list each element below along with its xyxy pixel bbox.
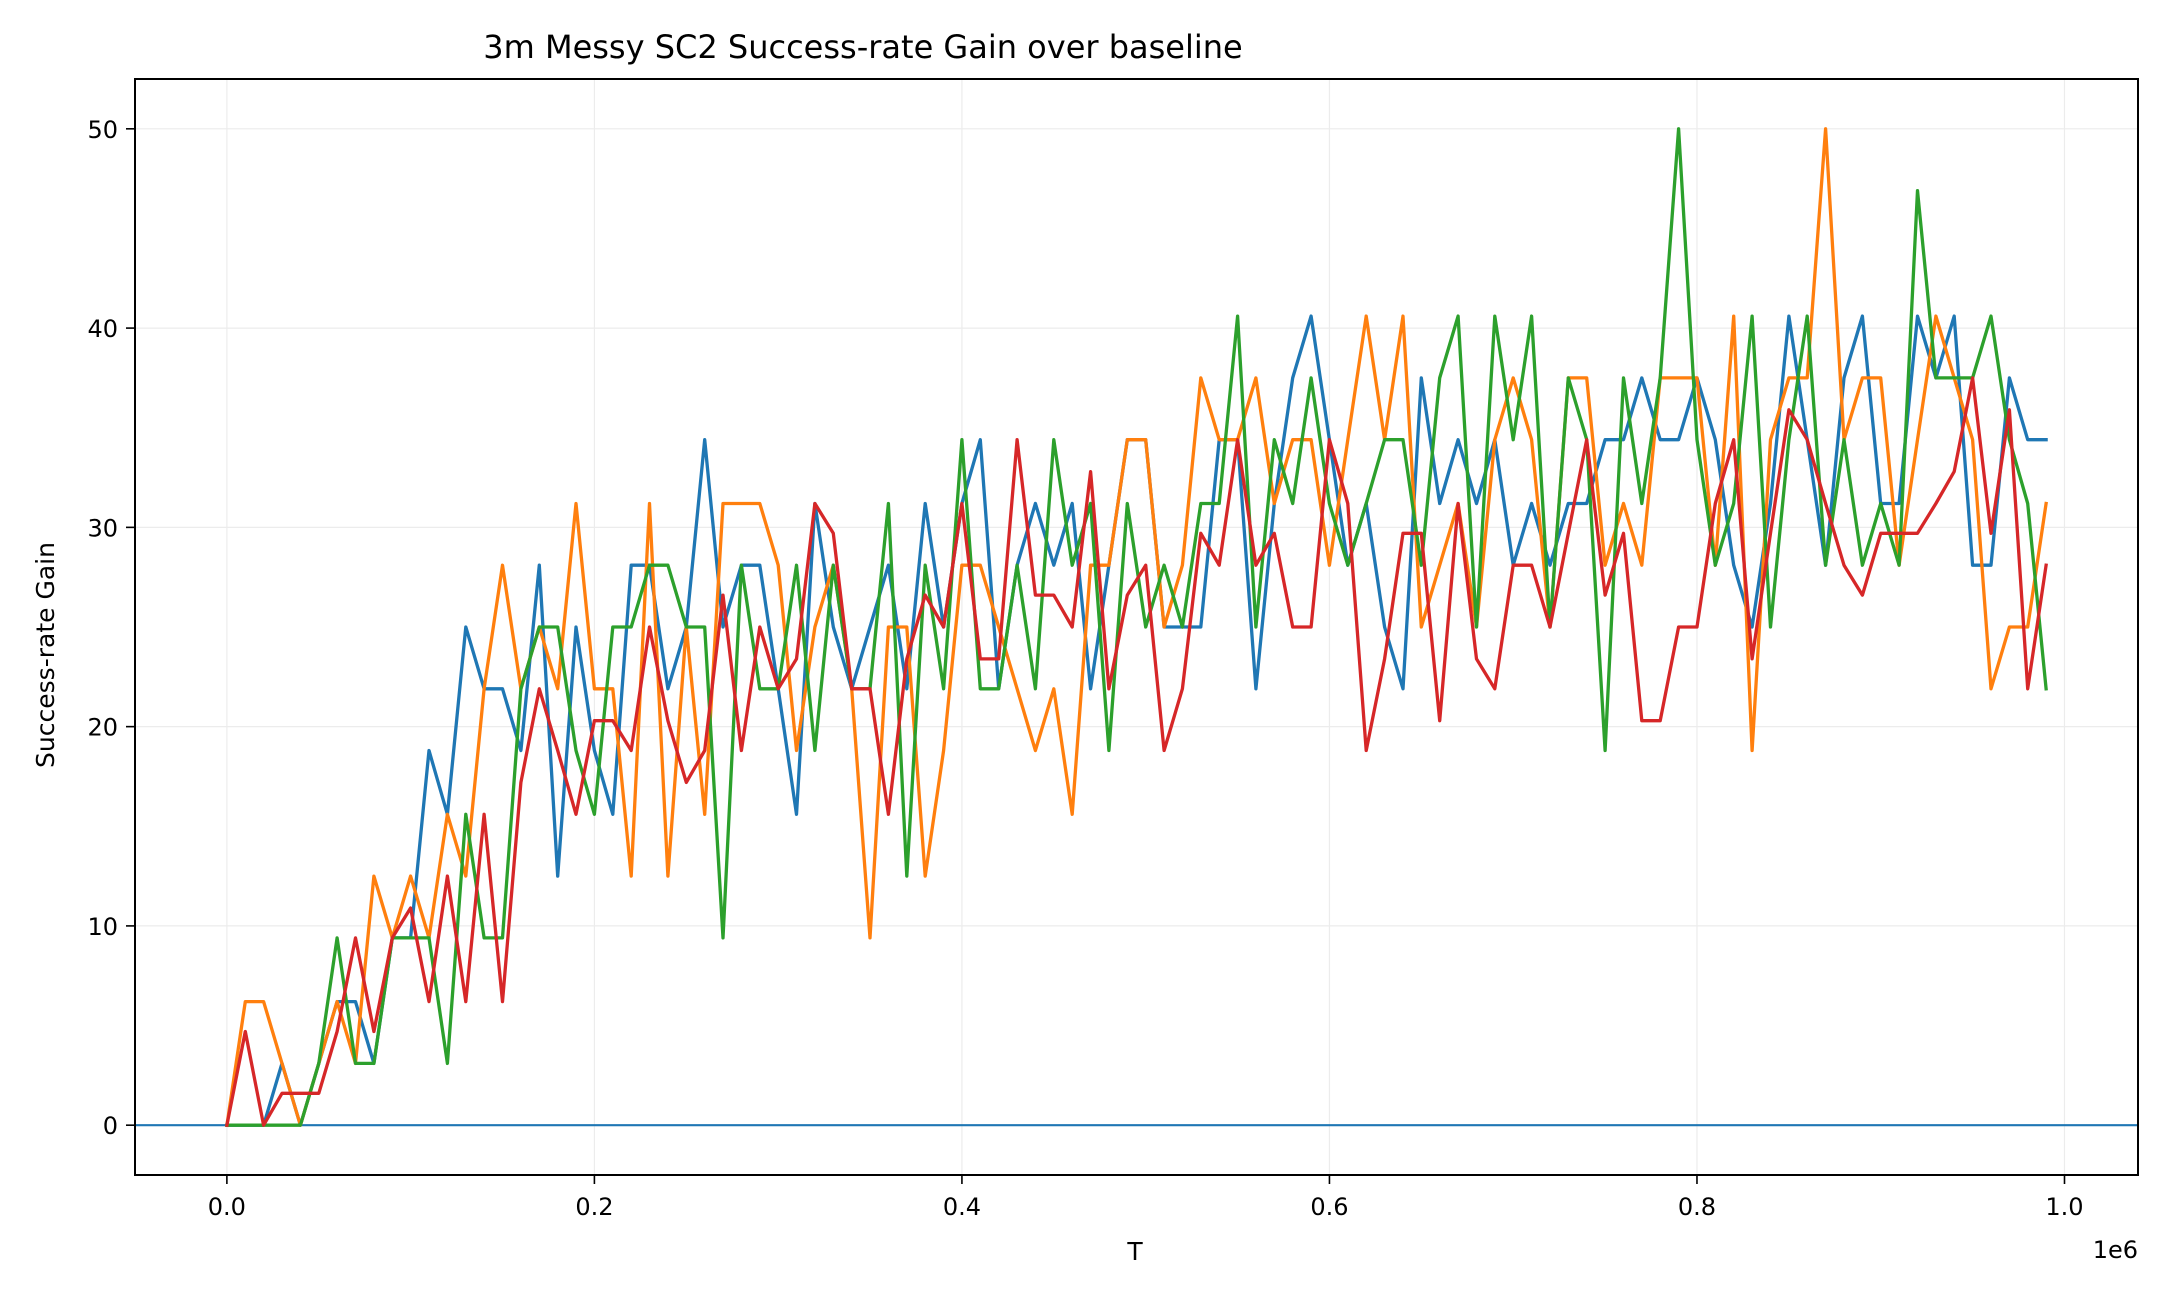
series-line-3 xyxy=(225,127,2048,1127)
x-tick-label: 0.0 xyxy=(208,1193,246,1221)
y-tick-label: 20 xyxy=(87,714,118,742)
y-tick-label: 0 xyxy=(103,1112,118,1140)
x-axis-offset-label: 1e6 xyxy=(2093,1236,2138,1264)
ticks: 0.0 0.2 0.4 0.6 0.8 1.0 0 10 20 30 40 50 xyxy=(87,116,2083,1221)
x-tick-label: 0.8 xyxy=(1678,1193,1716,1221)
y-tick-label: 10 xyxy=(87,913,118,941)
x-tick-label: 0.4 xyxy=(943,1193,981,1221)
series-line-4 xyxy=(224,376,2048,1128)
y-tick-label: 40 xyxy=(87,315,118,343)
y-tick-label: 50 xyxy=(87,116,118,144)
x-tick-label: 0.2 xyxy=(575,1193,613,1221)
series-layer xyxy=(224,127,2048,1128)
plot-area-frame xyxy=(134,78,2139,1176)
y-tick-label: 30 xyxy=(87,514,118,542)
x-tick-label: 0.6 xyxy=(1310,1193,1348,1221)
y-axis-label: Success-rate Gain xyxy=(31,542,60,768)
x-axis-label: T xyxy=(1126,1237,1143,1266)
x-tick-label: 1.0 xyxy=(2045,1193,2083,1221)
chart-title: 3m Messy SC2 Success-rate Gain over base… xyxy=(483,28,1242,66)
